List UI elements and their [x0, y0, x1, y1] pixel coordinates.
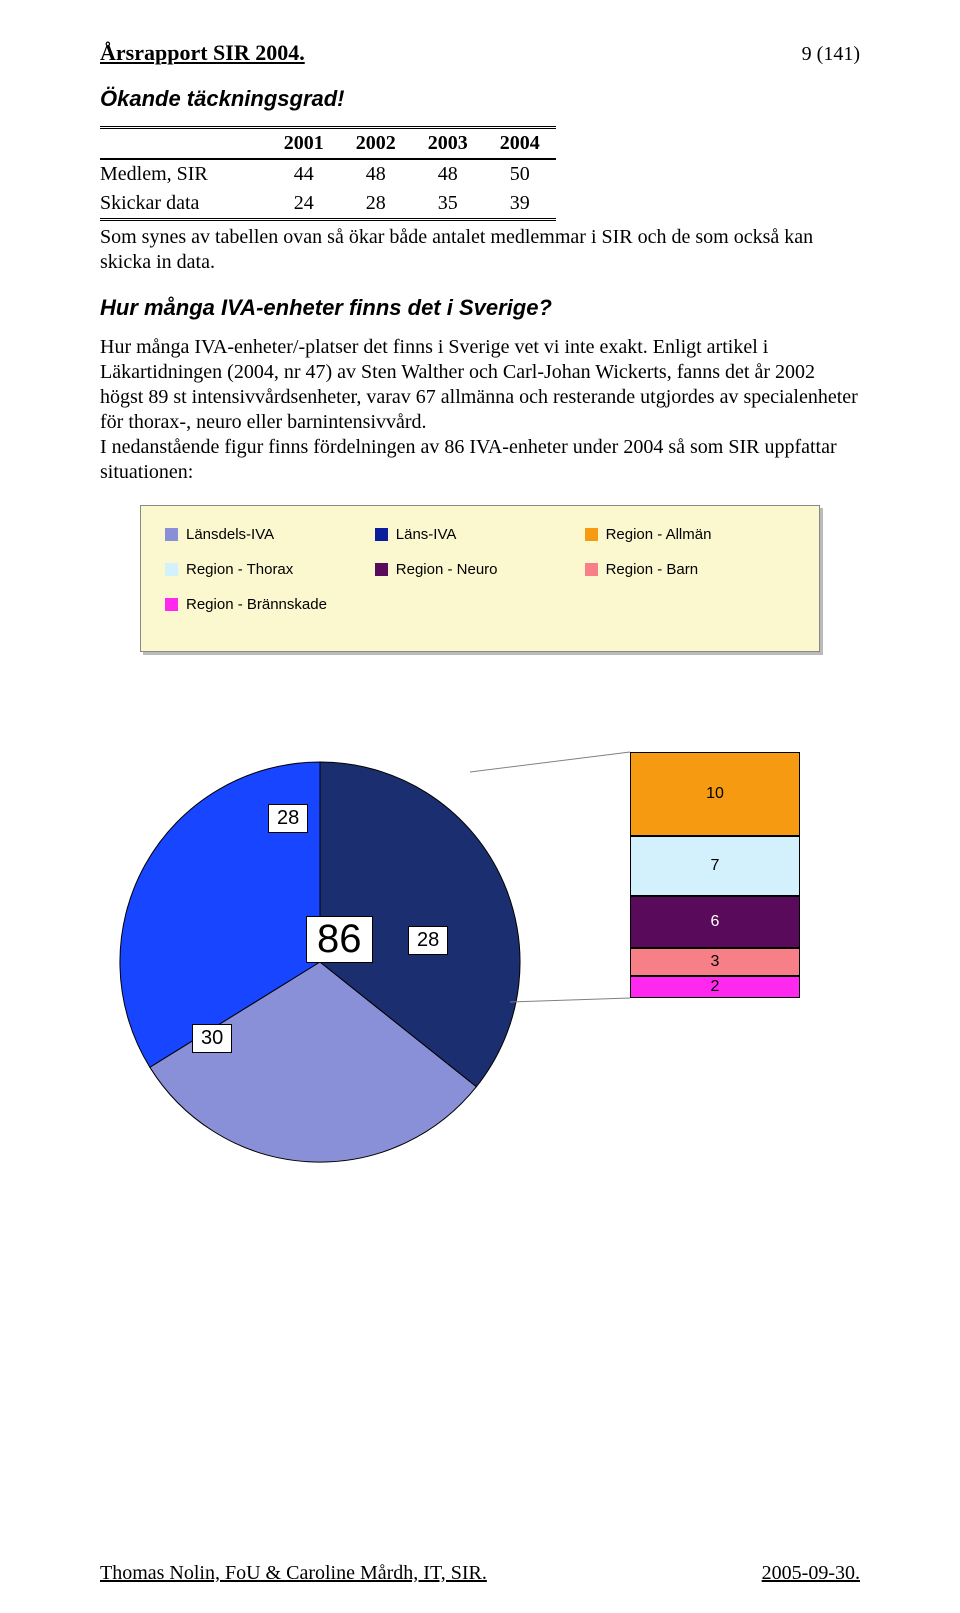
pie-chart-area: 28 86 28 30 107632	[140, 712, 820, 1232]
page-header: Årsrapport SIR 2004. 9 (141)	[100, 40, 860, 66]
page: Årsrapport SIR 2004. 9 (141) Ökande täck…	[0, 0, 960, 1613]
report-title: Årsrapport SIR 2004.	[100, 40, 305, 66]
table-row-label: Medlem, SIR	[100, 159, 268, 189]
legend-box: Länsdels-IVA Läns-IVA Region - Allmän Regio…	[140, 505, 820, 652]
legend-item: Region - Barn	[585, 561, 795, 578]
units-paragraph: Hur många IVA-enheter/-platser det finns…	[100, 335, 860, 485]
legend-swatch	[585, 528, 598, 541]
legend-item: Läns-IVA	[375, 526, 585, 543]
page-footer: Thomas Nolin, FoU & Caroline Mårdh, IT, …	[100, 1562, 860, 1585]
legend-label: Region - Neuro	[396, 561, 498, 578]
section-heading-units: Hur många IVA-enheter finns det i Sverig…	[100, 295, 860, 321]
legend-label: Region - Brännskade	[186, 596, 327, 613]
table-row: Medlem, SIR 44 48 48 50	[100, 159, 556, 189]
table-cell: 50	[484, 159, 556, 189]
legend-swatch	[165, 563, 178, 576]
pie-label-30: 30	[192, 1024, 232, 1053]
legend-swatch	[165, 598, 178, 611]
pie-center-total: 86	[306, 916, 373, 963]
table-cell: 48	[340, 159, 412, 189]
legend-item: Länsdels-IVA	[165, 526, 375, 543]
pie-label-28-right: 28	[408, 926, 448, 955]
legend-swatch	[585, 563, 598, 576]
table-cell: 48	[412, 159, 484, 189]
table-row: Skickar data 24 28 35 39	[100, 189, 556, 220]
table-header-blank	[100, 128, 268, 160]
bar-of-pie-stack: 107632	[630, 752, 800, 998]
table-cell: 24	[268, 189, 340, 220]
legend-label: Region - Thorax	[186, 561, 293, 578]
legend-swatch	[375, 528, 388, 541]
legend-swatch	[165, 528, 178, 541]
table-header-row: 2001 2002 2003 2004	[100, 128, 556, 160]
pie-label-28-top: 28	[268, 804, 308, 833]
stack-cell: 3	[630, 948, 800, 976]
coverage-paragraph: Som synes av tabellen ovan så ökar både …	[100, 225, 860, 275]
stack-cell: 6	[630, 896, 800, 948]
legend-item: Region - Brännskade	[165, 596, 375, 613]
stack-cell: 10	[630, 752, 800, 836]
legend-label: Region - Barn	[606, 561, 699, 578]
coverage-table: 2001 2002 2003 2004 Medlem, SIR 44 48 48…	[100, 126, 556, 221]
table-cell: 39	[484, 189, 556, 220]
legend-item: Region - Allmän	[585, 526, 795, 543]
legend-item: Region - Neuro	[375, 561, 585, 578]
footer-author: Thomas Nolin, FoU & Caroline Mårdh, IT, …	[100, 1562, 487, 1585]
legend-row: Länsdels-IVA Läns-IVA Region - Allmän Regio…	[165, 526, 795, 631]
legend-label: Region - Allmän	[606, 526, 712, 543]
legend-label: Länsdels-IVA	[186, 526, 274, 543]
legend-label: Läns-IVA	[396, 526, 457, 543]
table-cell: 44	[268, 159, 340, 189]
table-cell: 35	[412, 189, 484, 220]
section-heading-coverage: Ökande täckningsgrad!	[100, 86, 860, 112]
footer-date: 2005-09-30.	[762, 1562, 860, 1585]
table-row-label: Skickar data	[100, 189, 268, 220]
page-number: 9 (141)	[802, 43, 860, 66]
table-header-2004: 2004	[484, 128, 556, 160]
table-cell: 28	[340, 189, 412, 220]
legend-swatch	[375, 563, 388, 576]
stack-cell: 2	[630, 976, 800, 998]
table-header-2002: 2002	[340, 128, 412, 160]
table-header-2001: 2001	[268, 128, 340, 160]
table-header-2003: 2003	[412, 128, 484, 160]
stack-cell: 7	[630, 836, 800, 896]
legend-item: Region - Thorax	[165, 561, 375, 578]
